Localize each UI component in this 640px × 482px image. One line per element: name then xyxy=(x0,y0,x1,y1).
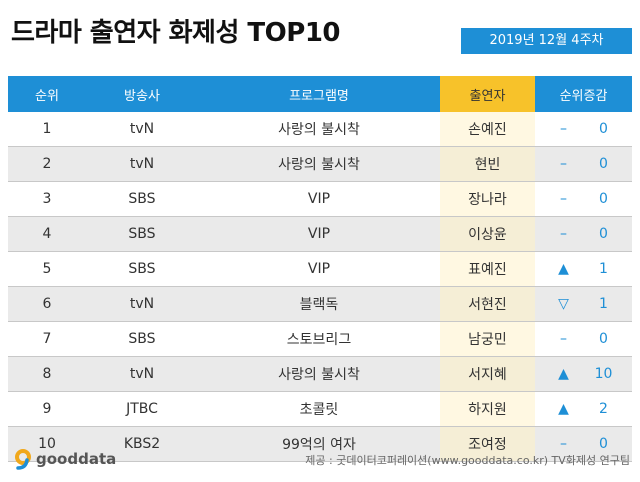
change-value: 1 xyxy=(599,261,608,277)
program-cell: 사랑의 불시착 xyxy=(198,112,440,147)
network-cell: SBS xyxy=(86,251,198,287)
program-cell: 99억의 여자 xyxy=(198,426,440,462)
cast-cell: 이상윤 xyxy=(440,216,535,252)
header-network: 방송사 xyxy=(86,76,198,112)
change-value: 0 xyxy=(599,331,608,347)
rank-cell: 1 xyxy=(8,112,86,147)
network-cell: tvN xyxy=(86,112,198,147)
header-change: 순위증감 xyxy=(535,76,632,112)
cast-cell: 서현진 xyxy=(440,286,535,322)
cast-cell: 현빈 xyxy=(440,146,535,182)
change-value: 0 xyxy=(599,156,608,172)
network-cell: JTBC xyxy=(86,391,198,427)
rank-cell: 6 xyxy=(8,286,86,322)
change-cell: –0 xyxy=(535,216,632,252)
program-cell: VIP xyxy=(198,181,440,217)
change-arrow-icon: ▲ xyxy=(558,401,569,417)
change-arrow-icon: ▽ xyxy=(558,296,569,312)
gooddata-logo: gooddata xyxy=(12,448,116,470)
change-arrow-icon: ▲ xyxy=(558,261,569,277)
table-row: 8 tvN 사랑의 불시착 서지혜 ▲ 10 xyxy=(8,356,632,392)
change-cell: ▽ 1 xyxy=(535,286,632,322)
program-cell: 블랙독 xyxy=(198,286,440,322)
network-cell: tvN xyxy=(86,286,198,322)
change-value: 0 xyxy=(599,191,608,207)
rank-cell: 4 xyxy=(8,216,86,252)
change-value: 2 xyxy=(599,401,608,417)
rank-cell: 10 xyxy=(8,426,86,462)
header-cast: 출연자 xyxy=(440,76,535,112)
cast-cell: 남궁민 xyxy=(440,321,535,357)
program-cell: 사랑의 불시착 xyxy=(198,356,440,392)
cast-cell: 표예진 xyxy=(440,251,535,287)
change-value: 1 xyxy=(599,296,608,312)
rank-cell: 2 xyxy=(8,146,86,182)
change-value: 0 xyxy=(599,436,608,452)
cast-cell: 하지원 xyxy=(440,391,535,427)
cast-cell: 조여정 xyxy=(440,426,535,462)
table-row: 4 SBS VIP 이상윤 –0 xyxy=(8,216,632,252)
rank-cell: 5 xyxy=(8,251,86,287)
change-arrow-icon: ▲ xyxy=(558,366,569,382)
table-row: 3 SBS VIP 장나라 –0 xyxy=(8,181,632,217)
change-cell: ▲ 2 xyxy=(535,391,632,427)
table-row: 2 tvN 사랑의 불시착 현빈 –0 xyxy=(8,146,632,182)
change-cell: ▲ 1 xyxy=(535,251,632,287)
gooddata-logo-icon xyxy=(15,449,31,470)
table-row: 6 tvN 블랙독 서현진 ▽ 1 xyxy=(8,286,632,322)
change-arrow-icon: – xyxy=(560,331,567,347)
table-row: 10 KBS2 99억의 여자 조여정 –0 xyxy=(8,426,632,462)
rank-cell: 9 xyxy=(8,391,86,427)
header-program: 프로그램명 xyxy=(198,76,440,112)
change-value: 10 xyxy=(594,366,613,382)
change-arrow-icon: – xyxy=(560,121,567,137)
program-cell: 사랑의 불시착 xyxy=(198,146,440,182)
source-credit: 제공 : 굿데이터코퍼레이션(www.gooddata.co.kr) TV화제성… xyxy=(305,454,630,467)
program-cell: 초콜릿 xyxy=(198,391,440,427)
change-cell: –0 xyxy=(535,426,632,462)
page-title: 드라마 출연자 화제성 TOP10 xyxy=(11,18,341,48)
program-cell: VIP xyxy=(198,251,440,287)
rank-cell: 3 xyxy=(8,181,86,217)
change-arrow-icon: – xyxy=(560,436,567,452)
network-cell: SBS xyxy=(86,181,198,217)
program-cell: VIP xyxy=(198,216,440,252)
cast-cell: 장나라 xyxy=(440,181,535,217)
table-row: 7 SBS 스토브리그 남궁민 –0 xyxy=(8,321,632,357)
rank-cell: 8 xyxy=(8,356,86,392)
cast-cell: 손예진 xyxy=(440,112,535,147)
table-row: 1 tvN 사랑의 불시착 손예진 –0 xyxy=(8,112,632,147)
ranking-table: 순위 방송사 프로그램명 출연자 순위증감 1 tvN 사랑의 불시착 손예진 –0 2 t… xyxy=(8,76,632,462)
logo-text: gooddata xyxy=(36,450,117,468)
network-cell: SBS xyxy=(86,216,198,252)
rank-cell: 7 xyxy=(8,321,86,357)
change-cell: –0 xyxy=(535,146,632,182)
cast-cell: 서지혜 xyxy=(440,356,535,392)
change-cell: –0 xyxy=(535,112,632,147)
network-cell: KBS2 xyxy=(86,426,198,462)
network-cell: tvN xyxy=(86,146,198,182)
table-header-row: 순위 방송사 프로그램명 출연자 순위증감 xyxy=(8,76,632,112)
date-badge: 2019년 12월 4주차 xyxy=(461,28,632,54)
change-cell: ▲ 10 xyxy=(535,356,632,392)
network-cell: tvN xyxy=(86,356,198,392)
change-arrow-icon: – xyxy=(560,156,567,172)
change-arrow-icon: – xyxy=(560,191,567,207)
change-cell: –0 xyxy=(535,321,632,357)
change-value: 0 xyxy=(599,121,608,137)
table-row: 9 JTBC 초콜릿 하지원 ▲ 2 xyxy=(8,391,632,427)
header-rank: 순위 xyxy=(8,76,86,112)
table-row: 5 SBS VIP 표예진 ▲ 1 xyxy=(8,251,632,287)
program-cell: 스토브리그 xyxy=(198,321,440,357)
change-value: 0 xyxy=(599,226,608,242)
network-cell: SBS xyxy=(86,321,198,357)
change-cell: –0 xyxy=(535,181,632,217)
change-arrow-icon: – xyxy=(560,226,567,242)
